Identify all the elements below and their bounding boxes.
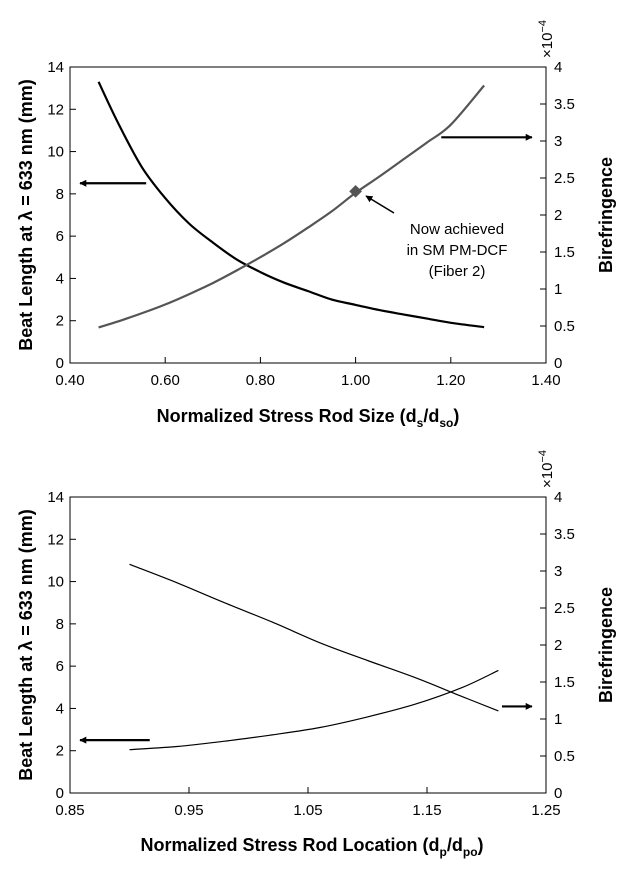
y2-multiplier: ×10−4 [537, 450, 556, 488]
x-tick-label: 1.15 [412, 802, 441, 819]
x-axis-label: Normalized Stress Rod Size (ds/dso) [157, 406, 460, 430]
x-tick-label: 1.40 [531, 372, 560, 389]
y-tick-label: 8 [56, 186, 64, 203]
x-tick-label: 0.80 [246, 372, 275, 389]
x-tick-label: 1.20 [436, 372, 465, 389]
x-tick-label: 1.25 [531, 802, 560, 819]
y2-tick-label: 3 [554, 563, 562, 580]
x-tick-label: 1.00 [341, 372, 370, 389]
y2-tick-label: 2.5 [554, 170, 575, 187]
series-line-beat-length [97, 81, 485, 329]
y2-tick-label: 4 [554, 489, 562, 506]
y2-tick-label: 1.5 [554, 674, 575, 691]
y2-tick-label: 0 [554, 785, 562, 802]
x-tick-label: 0.95 [174, 802, 203, 819]
y-axis-label: Beat Length at λ = 633 nm (mm) [16, 509, 36, 781]
y-tick-label: 4 [56, 270, 64, 287]
chart-stress-rod-location: 0.85 0.95 1.05 1.15 1.25 0 2 4 6 8 10 12 14 0 0.5 1 1.… [16, 450, 616, 859]
x-tick-label: 0.60 [151, 372, 180, 389]
y2-tick-label: 3.5 [554, 96, 575, 113]
y-tick-label: 10 [47, 574, 64, 591]
x-tick-label: 0.85 [55, 802, 84, 819]
y-axis-label: Beat Length at λ = 633 nm (mm) [16, 79, 36, 351]
y-tick-label: 8 [56, 616, 64, 633]
y2-tick-label: 3.5 [554, 526, 575, 543]
x-tick-label: 1.05 [293, 802, 322, 819]
y2-tick-label: 0 [554, 355, 562, 372]
y2-tick-label: 2 [554, 207, 562, 224]
y-tick-label: 12 [47, 101, 64, 118]
y2-multiplier: ×10−4 [537, 20, 556, 58]
y2-tick-label: 1.5 [554, 244, 575, 261]
series-line-birefringence [129, 563, 499, 712]
y2-tick-label: 2 [554, 637, 562, 654]
y-tick-label: 10 [47, 144, 64, 161]
y2-tick-label: 2.5 [554, 600, 575, 617]
y2-tick-label: 4 [554, 59, 562, 76]
y-tick-label: 0 [56, 785, 64, 802]
y-tick-label: 4 [56, 700, 64, 717]
y2-axis-label: Birefringence [596, 587, 616, 703]
series-line-beat-length [129, 669, 499, 751]
y2-tick-label: 0.5 [554, 318, 575, 335]
y2-tick-label: 3 [554, 133, 562, 150]
annotation-line: Now achieved [410, 221, 504, 238]
annotation-line: in SM PM-DCF [407, 242, 508, 259]
y-tick-label: 6 [56, 658, 64, 675]
y2-tick-label: 1 [554, 711, 562, 728]
y2-tick-label: 0.5 [554, 748, 575, 765]
y2-tick-label: 1 [554, 281, 562, 298]
y-tick-label: 6 [56, 228, 64, 245]
annotation: Now achieved in SM PM-DCF (Fiber 2) [365, 195, 508, 280]
y-tick-label: 2 [56, 313, 64, 330]
x-tick-label: 0.40 [55, 372, 84, 389]
y-tick-label: 14 [47, 489, 64, 506]
x-axis-label: Normalized Stress Rod Location (dp/dpo) [140, 835, 483, 859]
data-point-marker [349, 184, 362, 198]
plot-frame [69, 66, 547, 364]
annotation-line: (Fiber 2) [429, 263, 486, 280]
y-tick-label: 0 [56, 355, 64, 372]
y-tick-label: 2 [56, 743, 64, 760]
series-line-birefringence [98, 84, 485, 329]
y2-axis-label: Birefringence [596, 157, 616, 273]
y-tick-label: 14 [47, 59, 64, 76]
annotation-arrow [365, 195, 395, 214]
y-tick-label: 12 [47, 531, 64, 548]
